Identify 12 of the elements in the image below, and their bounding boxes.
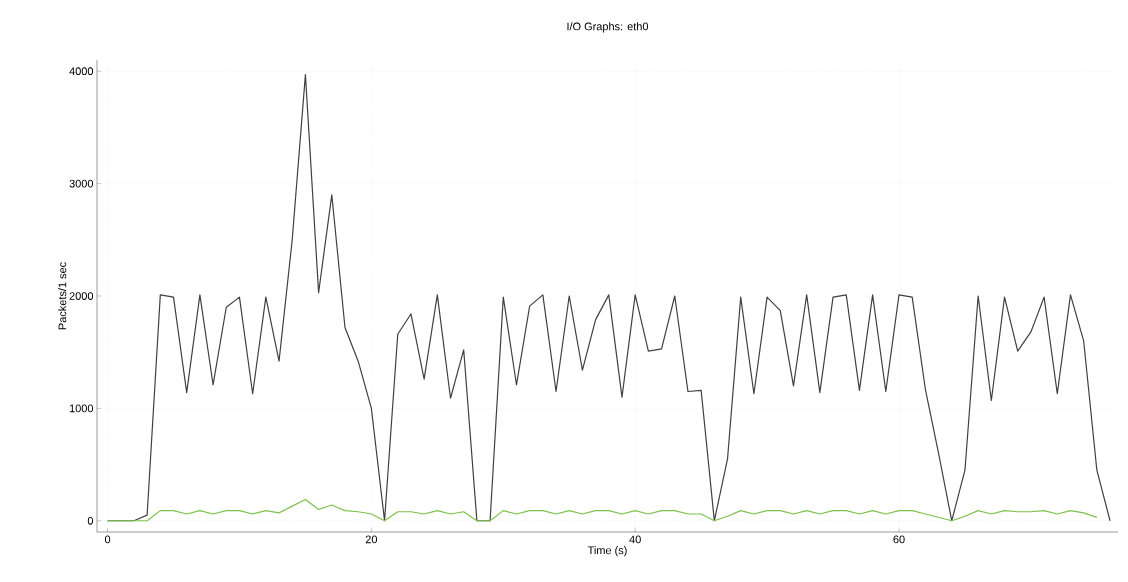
y-tick-label: 2000 (69, 292, 94, 300)
x-tick-label: 60 (893, 535, 905, 544)
x-tick-label: 40 (629, 535, 641, 544)
x-tick-label: 0 (104, 535, 111, 544)
y-tick-label: 1000 (69, 404, 94, 413)
chart-title: I/O Graphs: eth0 (567, 22, 649, 33)
y-axis-title: Packets/1 sec (58, 262, 67, 330)
x-axis-title: Time (s) (587, 546, 627, 557)
x-tick-label: 20 (365, 535, 378, 544)
y-tick-label: 3000 (69, 179, 94, 188)
y-tick-label: 4000 (69, 67, 94, 76)
y-tick-label: 0 (87, 516, 94, 525)
